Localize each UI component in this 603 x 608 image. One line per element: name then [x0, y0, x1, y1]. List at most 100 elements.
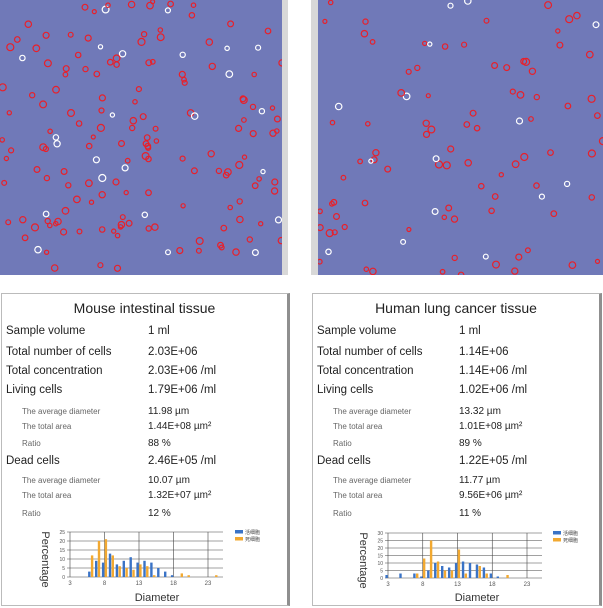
live-cell-marker [8, 147, 15, 154]
live-cell-marker [223, 168, 232, 176]
metric-value: 11 % [459, 508, 482, 519]
live-cell-marker [145, 144, 152, 151]
metric-label: Ratio [333, 439, 352, 448]
live-cell-marker [97, 262, 104, 269]
live-cell-marker [445, 204, 453, 212]
metric-label: Dead cells [6, 455, 60, 467]
live-cell-marker [330, 198, 338, 206]
live-cell-marker [129, 116, 138, 125]
live-cell-marker [264, 27, 272, 35]
live-cell-marker [113, 264, 122, 272]
live-cell-marker [190, 167, 198, 175]
live-cell-marker [137, 37, 146, 47]
dead-cell-marker [34, 245, 42, 254]
live-cell-marker [43, 174, 51, 182]
live-cell-marker [441, 43, 449, 50]
metric-value: 1.14E+06 /ml [459, 365, 528, 377]
live-cell-marker [498, 171, 504, 178]
cell-image-human [316, 0, 603, 279]
metric-label: Total number of cells [317, 346, 423, 358]
live-cell-marker [220, 224, 228, 232]
dead-cell-marker [118, 50, 127, 58]
metric-value: 1 ml [148, 325, 170, 337]
live-cell-marker [195, 247, 202, 254]
live-cell-marker [181, 79, 188, 86]
live-cell-marker [180, 203, 186, 209]
live-cell-marker [85, 142, 93, 150]
dead-cell-marker [482, 253, 489, 260]
live-cell-marker [32, 44, 41, 53]
metric-value: 9.56E+06 µm² [459, 490, 523, 501]
live-cell-marker [43, 249, 50, 255]
live-cell-marker [441, 214, 448, 221]
live-cell-marker [246, 236, 253, 243]
live-cell-marker [547, 149, 554, 157]
live-cell-marker [19, 215, 27, 224]
dead-cell-marker [190, 112, 199, 120]
metric-label: The total area [333, 491, 383, 500]
dead-cell-marker [447, 2, 454, 9]
live-cell-marker [573, 11, 581, 20]
live-cell-marker [52, 220, 59, 227]
metric-label: The total area [22, 491, 72, 500]
live-cell-marker [520, 152, 529, 162]
live-cell-marker [357, 158, 363, 165]
live-cell-marker [67, 31, 74, 38]
live-cell-marker [98, 94, 107, 102]
live-cell-marker [251, 71, 258, 78]
live-cell-marker [178, 70, 186, 79]
live-cell-marker [585, 50, 594, 59]
live-cell-marker [106, 58, 114, 66]
live-cell-marker [369, 267, 377, 276]
live-cell-marker [550, 210, 558, 218]
metric-value: 1.14E+06 [459, 346, 509, 358]
live-cell-marker [364, 121, 371, 127]
live-cell-marker [450, 215, 459, 223]
live-cell-marker [66, 108, 75, 117]
live-cell-marker [273, 115, 281, 123]
live-cell-marker [42, 145, 50, 153]
live-cell-marker [98, 226, 106, 233]
live-cell-marker [240, 117, 247, 123]
live-cell-marker [76, 228, 83, 235]
metric-value: 10.07 µm [148, 475, 190, 486]
dead-cell-marker [19, 54, 26, 62]
live-cell-marker [236, 198, 243, 205]
live-cell-marker [251, 182, 259, 190]
metric-label: Ratio [333, 509, 352, 518]
live-cell-marker [156, 33, 165, 42]
live-cell-marker [65, 182, 72, 189]
dead-cell-marker [141, 211, 149, 219]
live-cell-marker [516, 90, 525, 99]
live-cell-marker [81, 3, 89, 11]
live-cell-marker [483, 17, 490, 24]
live-cell-marker [13, 36, 21, 43]
dead-cell-marker [432, 155, 440, 163]
live-cell-marker [24, 20, 33, 29]
live-cell-marker [176, 247, 184, 255]
live-cell-marker [145, 59, 153, 67]
live-cell-marker [239, 95, 248, 104]
metric-value: 1.22E+05 /ml [459, 455, 528, 467]
live-cell-marker [149, 58, 156, 65]
live-cell-marker [341, 223, 348, 231]
live-cell-marker [135, 85, 142, 93]
live-cell-marker [478, 182, 485, 190]
live-cell-marker [0, 83, 7, 92]
live-cell-marker [96, 123, 106, 133]
live-cell-marker [362, 18, 369, 25]
live-cell-marker [117, 140, 125, 148]
dead-cell-marker [52, 134, 60, 141]
dead-cell-marker [563, 180, 571, 188]
dead-cell-marker [109, 112, 116, 118]
results-panel-human: Human lung cancer tissue Sample volume 1 m… [312, 293, 602, 606]
live-cell-marker [91, 9, 97, 15]
dead-cell-marker [592, 21, 600, 29]
live-cell-marker [123, 189, 129, 196]
live-cell-marker [328, 200, 335, 207]
live-cell-marker [340, 174, 347, 181]
live-cell-marker [422, 119, 430, 128]
live-cell-marker [565, 15, 574, 24]
metric-label: Total concentration [6, 365, 103, 377]
live-cell-marker [39, 143, 48, 152]
